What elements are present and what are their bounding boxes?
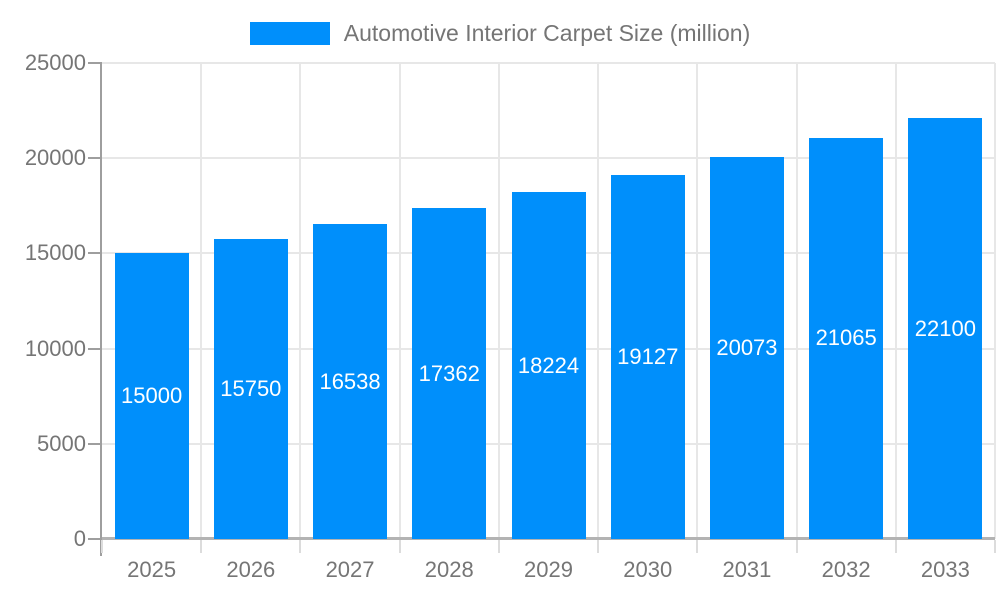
gridline-vertical [497,63,500,539]
bar[interactable]: 16538 [313,224,388,539]
bar[interactable]: 22100 [908,118,983,539]
y-axis-tick [88,442,102,445]
legend[interactable]: Automotive Interior Carpet Size (million… [0,19,1000,47]
bar[interactable]: 15000 [114,253,189,539]
bar[interactable]: 17362 [412,208,487,539]
x-axis-label: 2025 [127,557,177,582]
gridline-vertical [299,63,302,539]
bar-value-label: 18224 [517,352,580,378]
legend-label: Automotive Interior Carpet Size (million… [343,19,751,46]
x-axis-label: 2029 [524,557,573,582]
bar-value-label: 17362 [418,360,480,386]
y-axis-tick [88,62,102,64]
x-axis-tick [497,540,500,553]
bar-value-label: 21065 [815,325,877,351]
x-axis-tick [101,540,103,553]
gridline-vertical [894,63,897,539]
y-axis-label: 25000 [24,50,86,75]
y-axis-label: 20000 [24,145,86,171]
y-axis-label: 10000 [24,335,86,361]
y-axis-tick [88,157,102,160]
bar-value-label: 19127 [617,343,679,369]
bar-value-label: 20073 [716,334,778,360]
y-axis-tick [88,538,102,540]
bar-value-label: 22100 [914,315,976,341]
bar-value-label: 16538 [319,368,381,394]
bar[interactable]: 20073 [709,156,784,539]
y-axis-label: 15000 [24,240,86,266]
x-axis-tick [597,540,600,553]
bar[interactable]: 15750 [213,239,288,539]
x-axis-tick [200,540,203,553]
bar-value-label: 15000 [121,383,183,409]
bar[interactable]: 21065 [809,137,884,539]
x-axis-tick [299,540,302,553]
y-axis-label: 0 [73,526,86,551]
x-axis-label: 2031 [722,557,772,582]
y-axis-label: 5000 [37,430,86,456]
x-axis-tick [894,540,897,553]
x-axis-tick [795,540,798,553]
x-axis-tick [398,540,401,553]
gridline-vertical [398,63,401,539]
x-axis-label: 2028 [424,557,474,582]
y-axis-tick [88,347,102,350]
x-axis-label: 2032 [821,557,871,582]
x-axis-tick [696,540,699,553]
gridline-vertical [795,63,798,539]
gridline-vertical [200,63,203,539]
bar-value-label: 15750 [220,376,282,402]
gridline-horizontal [102,62,995,64]
x-axis-label: 2030 [623,557,673,582]
x-axis-label: 2027 [325,557,375,582]
legend-swatch [249,21,330,45]
gridline-vertical [597,63,600,539]
gridline-vertical [994,63,996,539]
x-axis-label: 2026 [226,557,276,582]
y-axis-tick [88,252,102,255]
x-axis-label: 2033 [920,557,970,582]
bar[interactable]: 19127 [610,174,685,539]
bar[interactable]: 18224 [511,192,586,539]
x-axis-tick [994,540,996,553]
gridline-horizontal [102,157,995,160]
y-axis-line [100,63,102,556]
plot-area: 15000 15750 16538 17362 18224 19127 20073 21065… [102,62,996,540]
gridline-vertical [696,63,699,539]
